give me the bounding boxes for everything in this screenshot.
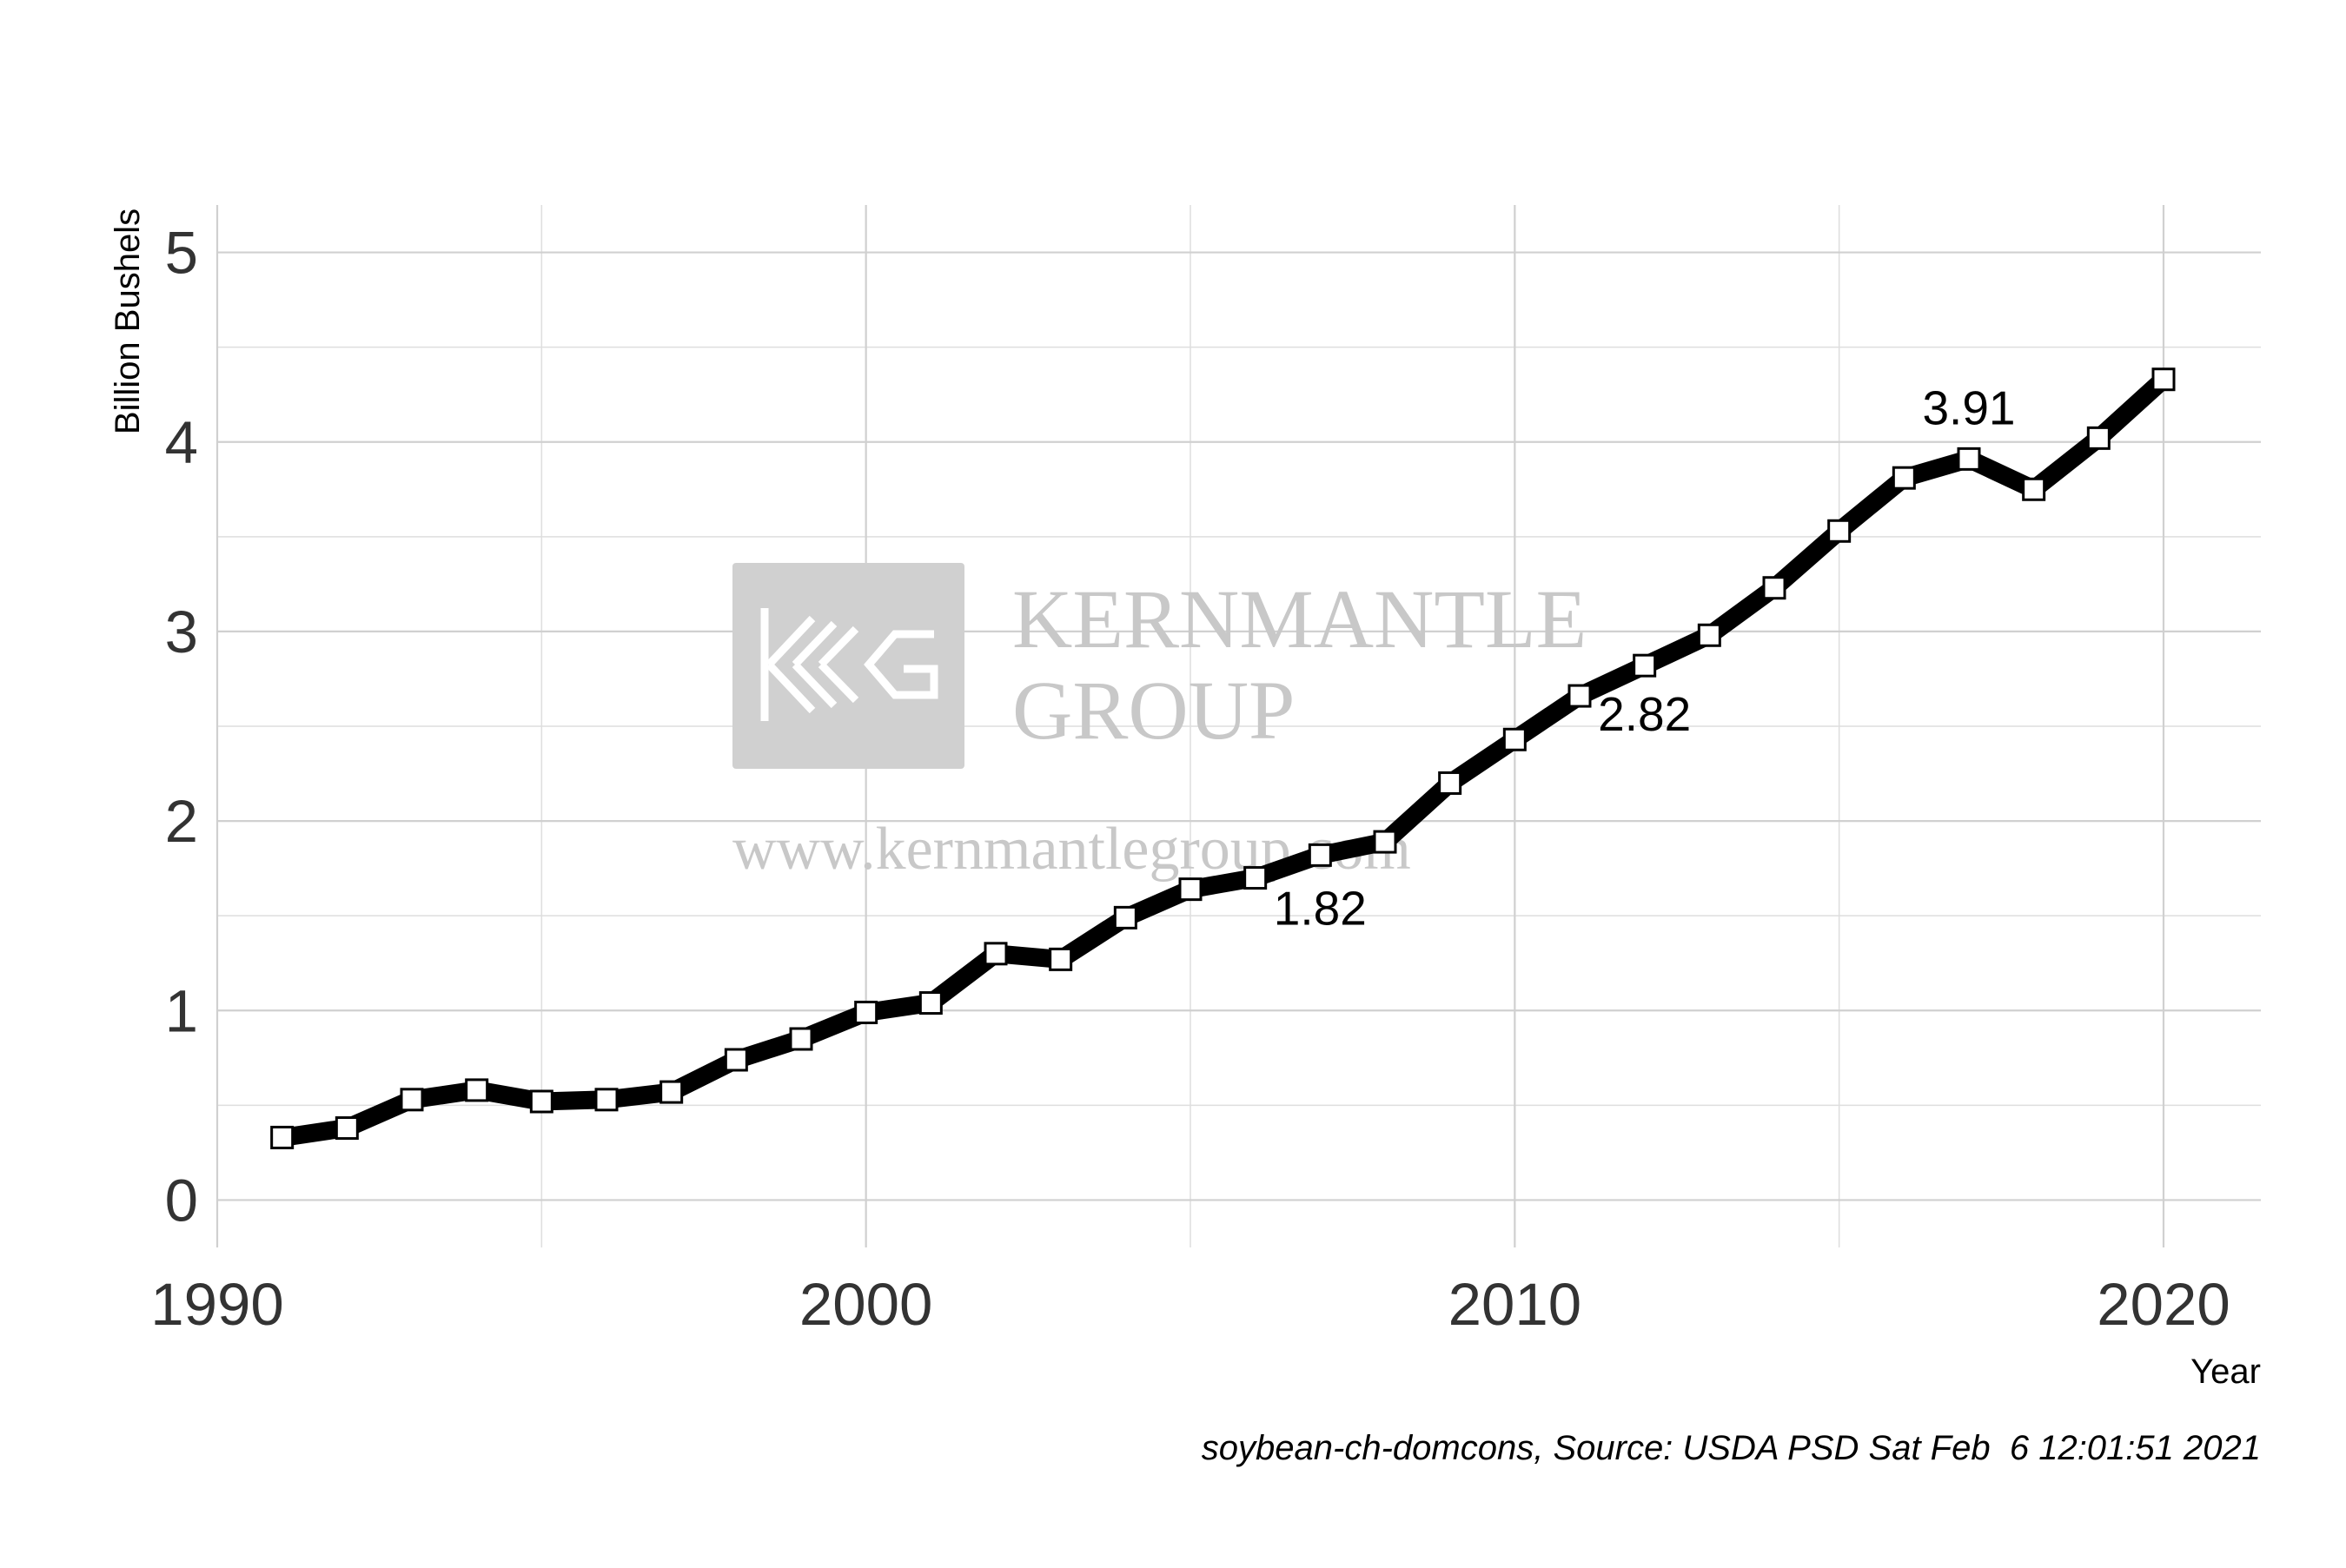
- data-point: [1438, 771, 1462, 795]
- data-point: [465, 1078, 489, 1102]
- x-axis-title: Year: [2190, 1353, 2261, 1391]
- data-point: [1957, 447, 1981, 471]
- y-tick-label: 1: [165, 977, 198, 1044]
- data-point: [2151, 367, 2176, 392]
- y-tick-label: 2: [165, 788, 198, 855]
- data-point: [918, 991, 943, 1016]
- data-point: [529, 1089, 553, 1114]
- y-tick-label: 4: [165, 409, 198, 476]
- data-point: [789, 1027, 813, 1051]
- data-point: [659, 1080, 684, 1104]
- data-point: [1113, 905, 1137, 930]
- data-point: [1762, 576, 1786, 600]
- y-tick-label: 5: [165, 220, 198, 287]
- data-point: [984, 942, 1008, 966]
- data-point: [724, 1048, 748, 1072]
- chart-caption: soybean-ch-domcons, Source: USDA PSD Sat…: [1202, 1429, 2261, 1467]
- data-point: [594, 1088, 619, 1112]
- x-tick-label: 2010: [1448, 1271, 1582, 1338]
- watermark-logo: KERNMANTLE GROUP www.kernmantlegroup.com: [732, 563, 1587, 883]
- data-point: [1373, 830, 1397, 854]
- data-point: [270, 1125, 295, 1149]
- minor-gridlines: [217, 205, 2261, 1247]
- data-point: [854, 1000, 878, 1024]
- major-gridlines: [215, 205, 2261, 1247]
- series-marker-layer: [270, 367, 2176, 1149]
- data-label: 3.91: [1922, 380, 2015, 434]
- data-point: [400, 1088, 424, 1112]
- data-label: 2.82: [1598, 687, 1691, 741]
- data-point: [1178, 877, 1203, 902]
- annotation-layer: 1.82 2.82 3.91: [1274, 380, 2016, 935]
- x-tick-label: 2020: [2097, 1271, 2230, 1338]
- data-point: [1697, 623, 1721, 647]
- data-point: [2086, 426, 2111, 450]
- y-axis-title: Billion Bushels: [109, 208, 147, 434]
- series-line-layer: [273, 370, 2173, 1147]
- data-point: [2022, 477, 2046, 501]
- y-axis-ticks: 0 1 2 3 4 5: [165, 220, 198, 1234]
- y-tick-label: 0: [165, 1167, 198, 1234]
- x-tick-label: 1990: [150, 1271, 284, 1338]
- data-point: [1308, 843, 1332, 867]
- data-point: [1567, 684, 1592, 708]
- data-label: 1.82: [1274, 881, 1367, 935]
- data-point: [1243, 866, 1268, 890]
- series-line: [273, 370, 2173, 1147]
- data-point: [1892, 466, 1916, 490]
- x-tick-label: 2000: [799, 1271, 933, 1338]
- data-point: [335, 1116, 359, 1141]
- data-point: [1827, 519, 1852, 543]
- data-point: [1049, 947, 1073, 971]
- data-point: [1633, 653, 1657, 678]
- x-axis-ticks: 1990 2000 2010 2020: [150, 1271, 2230, 1338]
- y-tick-label: 3: [165, 599, 198, 665]
- watermark-line1: KERNMANTLE: [1012, 572, 1587, 665]
- watermark-line2: GROUP: [1012, 664, 1295, 757]
- data-point: [1502, 727, 1527, 751]
